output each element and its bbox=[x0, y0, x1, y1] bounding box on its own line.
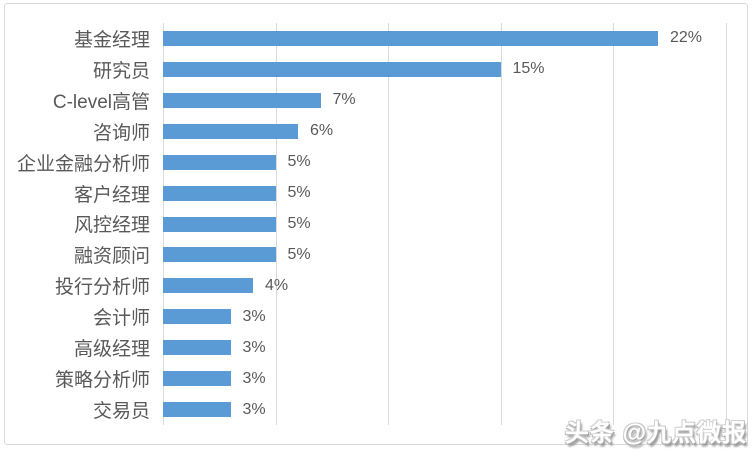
category-label: 咨询师 bbox=[92, 122, 150, 144]
bar bbox=[163, 154, 276, 170]
value-label: 3% bbox=[242, 369, 266, 387]
bar bbox=[163, 247, 276, 263]
gridline bbox=[275, 23, 277, 425]
bar bbox=[163, 123, 298, 139]
category-label: 企业金融分析师 bbox=[16, 153, 150, 175]
value-label: 6% bbox=[310, 122, 334, 140]
value-label: 3% bbox=[242, 338, 266, 356]
category-label: 高级经理 bbox=[73, 339, 150, 361]
value-label: 22% bbox=[670, 29, 703, 47]
category-label: 风控经理 bbox=[73, 215, 150, 237]
gridline bbox=[613, 23, 614, 425]
bar bbox=[163, 185, 276, 201]
category-label: 研究员 bbox=[92, 60, 150, 82]
category-label: 会计师 bbox=[92, 308, 150, 330]
category-label: 融资顾问 bbox=[73, 246, 150, 268]
category-label: 基金经理 bbox=[73, 29, 150, 51]
watermark: 头条 @九点微报 bbox=[564, 420, 747, 447]
category-label: 客户经理 bbox=[73, 184, 150, 206]
value-label: 3% bbox=[242, 400, 266, 418]
bar bbox=[163, 278, 253, 294]
bar bbox=[163, 92, 321, 108]
value-label: 7% bbox=[332, 91, 356, 109]
bar bbox=[163, 309, 231, 325]
bar bbox=[163, 402, 231, 418]
value-label: 4% bbox=[265, 276, 289, 294]
value-label: 5% bbox=[287, 214, 311, 232]
bar bbox=[163, 340, 231, 356]
value-label: 5% bbox=[287, 153, 311, 171]
category-label: 交易员 bbox=[92, 401, 150, 423]
bar bbox=[163, 371, 231, 387]
bar bbox=[163, 30, 658, 46]
value-label: 15% bbox=[512, 60, 545, 78]
value-label: 5% bbox=[287, 245, 311, 263]
category-label: 策略分析师 bbox=[54, 370, 150, 392]
bar bbox=[163, 61, 501, 77]
category-label: C-level高管 bbox=[52, 91, 150, 113]
bar bbox=[163, 216, 276, 232]
value-label: 5% bbox=[287, 184, 311, 202]
category-label: 投行分析师 bbox=[54, 277, 150, 299]
gridline bbox=[725, 23, 727, 425]
value-label: 3% bbox=[242, 307, 266, 325]
gridline bbox=[500, 23, 502, 425]
gridline bbox=[388, 23, 389, 425]
